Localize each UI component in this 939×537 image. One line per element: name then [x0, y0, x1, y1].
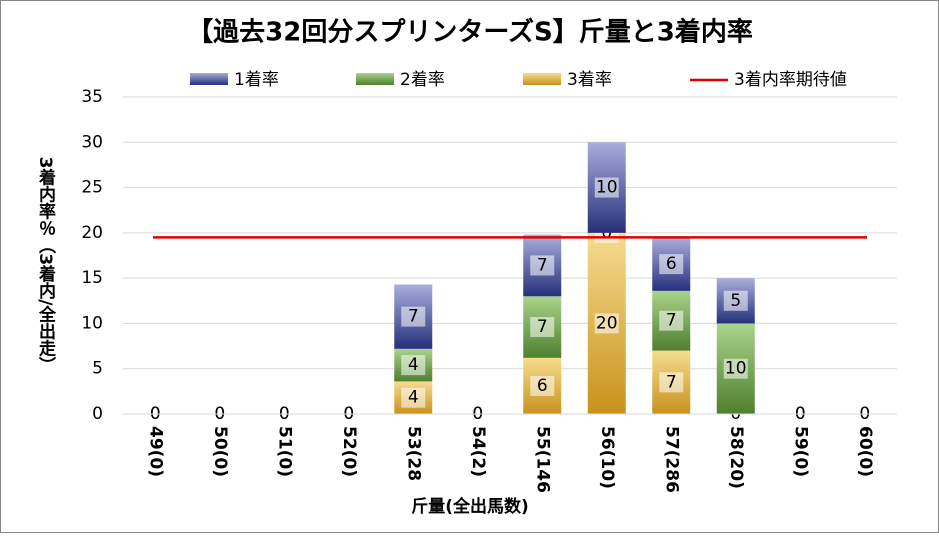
data-label-bg: [659, 372, 684, 393]
x-tick-label: 49(0): [145, 426, 165, 477]
data-label: 5: [730, 291, 741, 311]
data-label-bg: [723, 290, 748, 311]
data-label: 4: [408, 355, 419, 375]
data-label: 20: [596, 313, 618, 333]
data-label: 7: [666, 372, 677, 392]
y-tick-label: 15: [81, 268, 103, 288]
legend-label: 1着率: [234, 70, 279, 90]
x-axis-label: 斤量(全出馬数): [411, 496, 529, 517]
x-tick-label: 51(0): [274, 426, 294, 477]
legend-label: 3着率: [567, 70, 612, 90]
y-tick-label: 0: [92, 404, 103, 424]
y-tick-label: 5: [92, 359, 103, 379]
data-label: 4: [408, 388, 419, 408]
data-label: 7: [408, 307, 419, 327]
y-axis-label: 3着内率％（3着内/全出走）: [35, 157, 57, 374]
legend-swatch: [356, 73, 394, 85]
data-label-bg: [401, 355, 426, 376]
x-tick-label: 56(10): [597, 426, 617, 489]
y-tick-label: 10: [81, 313, 103, 333]
data-label-bg: [530, 375, 555, 396]
data-label-bg: [723, 358, 748, 379]
x-tick-label: 52(0): [339, 426, 359, 477]
legend-label: 3着内率期待値: [734, 70, 847, 90]
data-label: 7: [537, 317, 548, 337]
data-label-bg: [530, 317, 555, 338]
legend-swatch: [523, 73, 561, 85]
x-tick-label: 50(0): [210, 426, 230, 477]
x-tick-label: 58(20): [726, 426, 746, 489]
data-label: 7: [666, 311, 677, 331]
data-label-bg: [401, 306, 426, 327]
x-tick-label: 59(0): [790, 426, 810, 477]
data-label-bg: [594, 177, 619, 198]
x-tick-label: 54(2): [468, 426, 488, 477]
data-label-bg: [659, 254, 684, 275]
x-tick-label: 55(146: [532, 426, 552, 493]
y-tick-label: 35: [81, 87, 103, 107]
data-label-bg: [401, 387, 426, 408]
data-label: 10: [596, 178, 618, 198]
y-tick-label: 30: [81, 132, 103, 152]
data-label-bg: [594, 313, 619, 334]
x-tick-label: 53(28: [403, 426, 423, 481]
data-label: 7: [537, 255, 548, 275]
legend-label: 2着率: [400, 70, 445, 90]
chart-title: 【過去32回分スプリンターズS】斤量と3着内率: [187, 17, 753, 48]
data-label: 6: [666, 254, 677, 274]
legend-swatch: [190, 73, 228, 85]
x-tick-label: 60(0): [855, 426, 875, 477]
x-tick-label: 57(286: [661, 426, 681, 493]
data-label-bg: [659, 310, 684, 331]
y-tick-label: 25: [81, 178, 103, 198]
data-label: 10: [725, 359, 747, 379]
y-tick-label: 20: [81, 223, 103, 243]
data-label-bg: [530, 255, 555, 276]
data-label: 6: [537, 376, 548, 396]
